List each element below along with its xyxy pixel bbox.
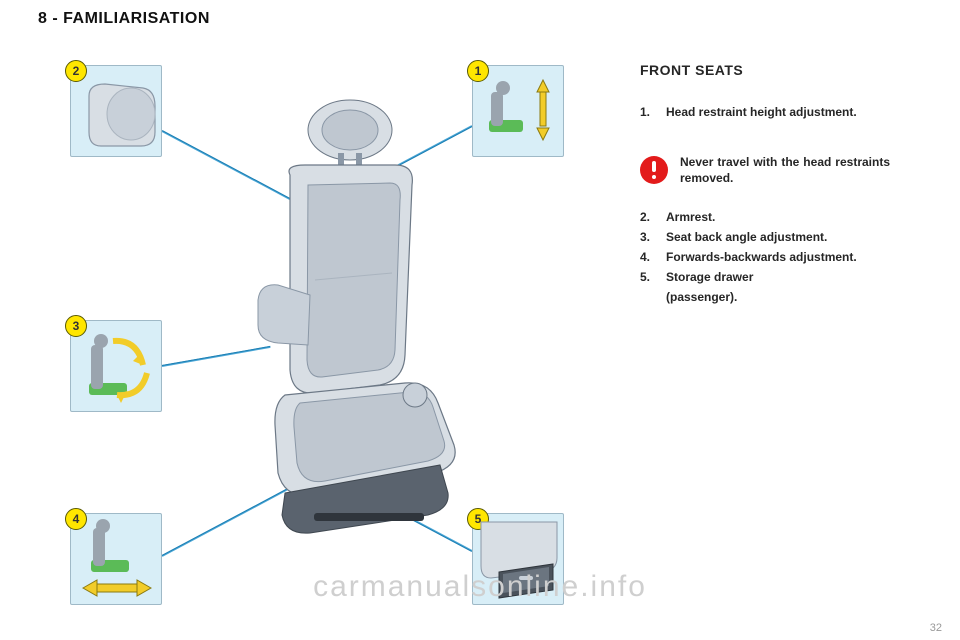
callout-1-icon <box>473 66 565 158</box>
feature-num-2: 2. <box>640 209 656 225</box>
callout-2: 2 <box>70 65 162 157</box>
callout-1: 1 <box>472 65 564 157</box>
feature-item-1: 1. Head restraint height adjustment. <box>640 104 940 120</box>
feature-item-3: 3. Seat back angle adjustment. <box>640 229 940 245</box>
feature-text-3: Seat back angle adjustment. <box>666 229 827 245</box>
seat-diagram: 1 2 3 <box>70 45 590 615</box>
warning-text: Never travel with the head restraints re… <box>680 154 890 186</box>
page-number-top: 8 <box>38 10 47 27</box>
callout-4: 4 <box>70 513 162 605</box>
feature-num-5: 5. <box>640 269 656 285</box>
feature-num-5b <box>640 289 656 305</box>
feature-num-3: 3. <box>640 229 656 245</box>
callout-2-icon <box>71 66 163 158</box>
footer-page-number: 32 <box>930 622 942 634</box>
feature-item-5: 5. Storage drawer <box>640 269 940 285</box>
seat-svg <box>230 95 470 535</box>
header-title: FAMILIARISATION <box>63 10 210 27</box>
feature-list-rest: 2. Armrest. 3. Seat back angle adjustmen… <box>640 209 940 306</box>
callout-3: 3 <box>70 320 162 412</box>
feature-item-4: 4. Forwards-backwards adjustment. <box>640 249 940 265</box>
feature-text-2: Armrest. <box>666 209 715 225</box>
section-title: FRONT SEATS <box>640 62 940 78</box>
feature-item-2: 2. Armrest. <box>640 209 940 225</box>
page-header: 8 - FAMILIARISATION <box>38 10 210 28</box>
feature-num-4: 4. <box>640 249 656 265</box>
callout-3-icon <box>71 321 163 413</box>
feature-text-1: Head restraint height adjustment. <box>666 104 857 120</box>
warning-box: Never travel with the head restraints re… <box>640 154 940 186</box>
feature-text-5b: (passenger). <box>666 289 737 305</box>
text-column: FRONT SEATS 1. Head restraint height adj… <box>640 62 940 310</box>
callout-4-icon <box>71 514 163 606</box>
feature-list: 1. Head restraint height adjustment. <box>640 104 940 120</box>
header-dash: - <box>47 10 63 27</box>
feature-text-5: Storage drawer <box>666 269 753 285</box>
callout-5: 5 <box>472 513 564 605</box>
feature-num-1: 1. <box>640 104 656 120</box>
page: 8 - FAMILIARISATION <box>0 0 960 640</box>
callout-5-icon <box>473 514 565 606</box>
seat-illustration <box>230 95 470 495</box>
warning-icon <box>640 156 668 184</box>
feature-item-5b: (passenger). <box>640 289 940 305</box>
feature-text-4: Forwards-backwards adjustment. <box>666 249 857 265</box>
